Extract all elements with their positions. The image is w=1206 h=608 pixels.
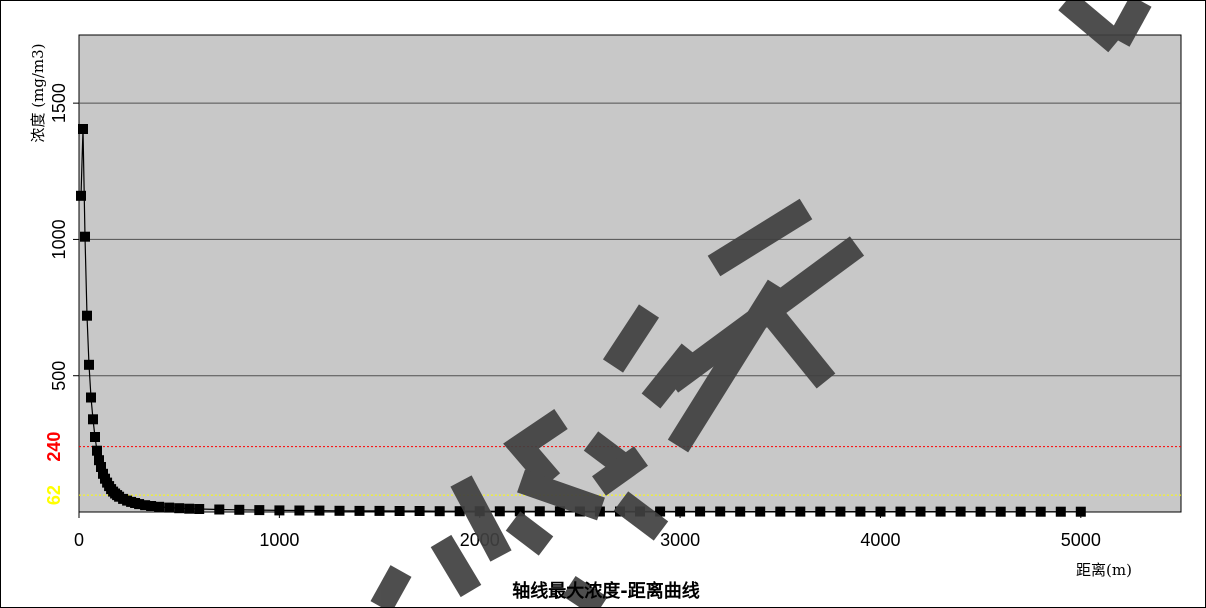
x-tick-label: 5000 <box>1061 530 1101 550</box>
watermark-stroke <box>450 475 512 562</box>
data-point <box>655 506 666 517</box>
watermark-stroke <box>592 446 648 496</box>
data-point <box>78 124 88 134</box>
data-point <box>675 506 686 517</box>
data-point <box>795 506 806 517</box>
data-point <box>454 506 465 517</box>
data-point <box>92 445 102 456</box>
watermark-stroke <box>1058 1 1124 53</box>
data-point <box>855 506 866 517</box>
x-tick-label: 1000 <box>259 530 299 550</box>
x-axis-title: 距离(m) <box>1076 561 1132 579</box>
chart-title: 轴线最大浓度-距离曲线 <box>512 580 699 602</box>
watermark-stroke <box>602 304 660 373</box>
data-point <box>174 503 185 514</box>
data-point <box>90 432 100 442</box>
y-tick-label: 1000 <box>49 219 69 259</box>
data-point <box>294 505 305 516</box>
data-point <box>146 501 157 511</box>
data-point <box>80 231 90 242</box>
reference-lines: 240 62 <box>44 432 1181 505</box>
watermark-stroke <box>503 409 568 489</box>
x-tick-label: 0 <box>74 530 84 550</box>
data-point <box>935 506 946 517</box>
data-point <box>434 506 445 517</box>
data-point <box>194 504 205 514</box>
x-tick-label: 3000 <box>660 530 700 550</box>
data-point <box>274 505 285 516</box>
data-point <box>82 310 92 321</box>
data-point <box>234 504 245 515</box>
data-point <box>695 506 706 517</box>
data-point <box>1015 506 1026 517</box>
reference-label-240: 240 <box>44 432 64 462</box>
watermark-stroke <box>761 305 836 389</box>
data-point <box>94 455 104 466</box>
data-point <box>354 505 365 516</box>
data-point <box>915 506 926 517</box>
watermark-strokes <box>370 1 1152 607</box>
data-point <box>995 506 1006 517</box>
data-point <box>955 506 966 517</box>
data-point <box>494 506 505 517</box>
watermark-stroke <box>505 511 554 556</box>
data-point <box>815 506 826 517</box>
x-tick-label: 4000 <box>860 530 900 550</box>
data-point <box>554 506 565 517</box>
data-point <box>140 500 151 511</box>
watermark-stroke <box>1108 1 1152 47</box>
data-point <box>775 506 786 517</box>
data-point <box>184 503 195 514</box>
watermark <box>370 1 1152 607</box>
data-point <box>96 462 106 472</box>
data-point <box>76 190 86 201</box>
data-point <box>254 505 265 516</box>
data-point <box>88 414 98 425</box>
watermark-stroke <box>707 198 813 277</box>
y-axis-title: 浓度 (mg/m3) <box>29 43 47 142</box>
data-point <box>1075 506 1086 517</box>
data-point <box>414 506 425 516</box>
data-point <box>895 506 906 517</box>
watermark-stroke <box>430 534 482 598</box>
data-point <box>975 506 986 517</box>
data-point <box>394 506 405 516</box>
data-point <box>134 499 145 510</box>
data-point <box>875 506 886 517</box>
data-point <box>84 359 94 370</box>
data-point <box>334 505 345 516</box>
data-point <box>715 506 726 517</box>
data-point <box>314 505 325 516</box>
data-point <box>164 502 175 513</box>
data-point <box>755 506 766 517</box>
data-point <box>735 506 746 517</box>
data-point <box>154 501 165 512</box>
watermark-stroke <box>613 491 669 541</box>
reference-label-62: 62 <box>44 485 64 505</box>
data-point <box>86 392 96 403</box>
data-point <box>835 506 846 517</box>
y-tick-label: 500 <box>49 361 69 391</box>
watermark-stroke <box>370 565 412 607</box>
y-tick-label: 1500 <box>49 83 69 123</box>
data-point <box>534 506 545 517</box>
watermark-stroke <box>667 279 789 453</box>
data-point <box>1055 506 1066 517</box>
watermark-stroke <box>517 469 605 521</box>
watermark-stroke <box>641 343 701 409</box>
watermark-stroke <box>562 575 608 607</box>
data-point <box>1035 506 1046 517</box>
data-point <box>214 504 225 515</box>
data-point <box>514 506 525 517</box>
data-point <box>374 505 385 516</box>
plot-background <box>78 34 1182 513</box>
plot-area <box>78 34 1182 513</box>
